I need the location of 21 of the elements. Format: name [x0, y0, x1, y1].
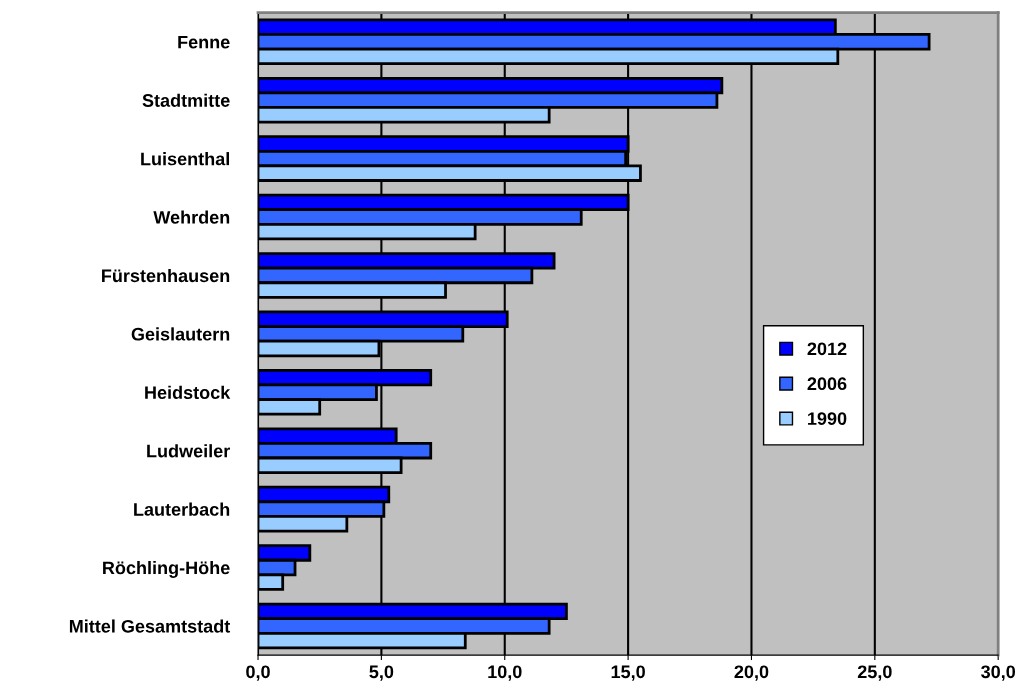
x-tick-label: 15,0: [611, 665, 645, 681]
y-tick-label: Röchling-Höhe: [103, 561, 230, 578]
y-tick-label: Fenne: [178, 35, 230, 49]
y-tick-label: Heidstock: [145, 385, 231, 399]
y-tick-label: Lauterbach: [134, 502, 230, 516]
x-tick-label: 5,0: [369, 665, 394, 681]
legend-label: 2006: [807, 377, 847, 391]
x-tick-label: 20,0: [734, 665, 769, 681]
x-tick-label: 10,0: [488, 665, 522, 681]
legend-label: 2012: [807, 342, 847, 356]
y-tick-label: Fürstenhausen: [102, 268, 230, 283]
y-tick-label: Luisenthal: [141, 152, 229, 166]
y-tick-label: Geislautern: [131, 327, 230, 341]
x-tick-label: 25,0: [857, 665, 892, 681]
y-tick-label: Mittel Gesamtstadt: [69, 619, 231, 633]
y-tick-label: Ludweiler: [147, 444, 230, 458]
y-tick-label: Wehrden: [153, 210, 230, 224]
x-tick-label: 30,0: [981, 665, 1016, 681]
legend-label: 1990: [808, 412, 847, 426]
x-tick-label: 0,0: [246, 665, 270, 681]
y-tick-label: Stadtmitte: [142, 93, 230, 107]
